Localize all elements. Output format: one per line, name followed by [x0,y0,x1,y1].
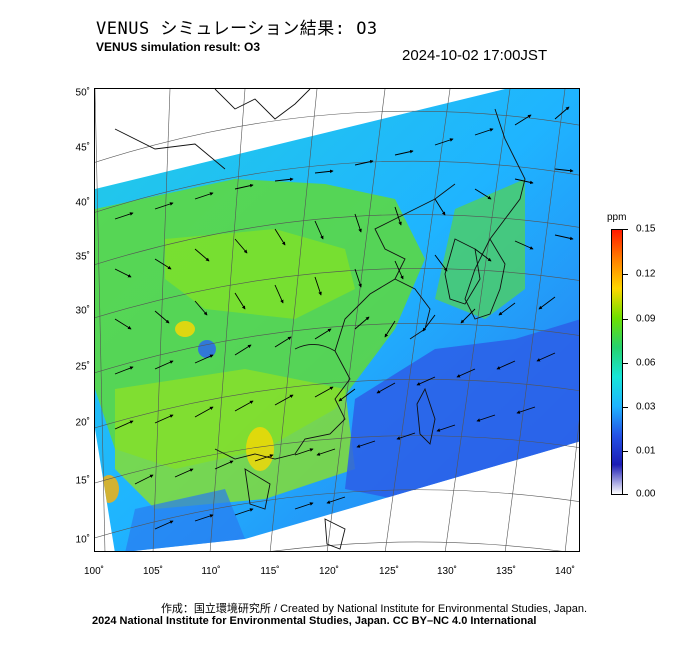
o3-map [94,88,580,552]
lon-tick-label: 140˚ [554,566,576,577]
lat-tick-label: 30˚ [75,305,90,317]
lat-tick-label: 40˚ [75,197,90,209]
title-japanese: VENUS シミュレーション結果: O3 [96,19,378,39]
lon-tick-label: 115˚ [260,566,280,577]
lat-tick-label: 45˚ [75,142,90,154]
o3-low-pacific [345,319,579,499]
lat-tick-label: 20˚ [75,417,90,429]
lon-tick-label: 130˚ [436,566,458,577]
colorbar [611,229,623,495]
lon-tick-label: 120˚ [318,566,340,577]
title-english: VENUS simulation result: O3 [96,40,261,54]
lat-tick-label: 15˚ [75,475,90,487]
colorbar-label: 0.01 [636,445,656,457]
lat-tick-label: 25˚ [75,361,90,373]
lat-tick-label: 50˚ [75,87,90,99]
colorbar-tick [623,494,628,495]
colorbar-tick [623,363,628,364]
credit-line-2: 2024 National Institute for Environmenta… [92,615,537,627]
colorbar-label: 0.09 [636,313,656,325]
lon-tick-label: 100˚ [83,566,105,577]
o3-field-korea-japan [435,179,525,319]
wind-vectors [114,106,574,530]
colorbar-unit: ppm [607,212,627,223]
colorbar-label: 0.06 [636,357,656,369]
colorbar-label: 0.03 [636,401,656,413]
coastlines [114,89,526,550]
lon-tick-label: 105˚ [142,566,164,577]
colorbar-tick [623,451,628,452]
colorbar-label: 0.12 [636,268,656,280]
colorbar-label: 0.15 [636,223,656,235]
lat-tick-label: 35˚ [75,251,90,263]
colorbar-tick [623,319,628,320]
colorbar-tick [623,229,628,230]
forecast-timestamp: 2024-10-02 17:00JST [402,47,548,64]
o3-hotspot-guangxi [246,427,274,471]
lat-tick-label: 10˚ [75,534,90,546]
map-canvas [95,89,579,551]
colorbar-tick [623,274,628,275]
o3-field-south-china [115,369,355,509]
lon-tick-label: 135˚ [495,566,517,577]
o3-field-north-plain [165,229,355,319]
credit-line-1: 作成：国立環境研究所 / Created by National Institu… [160,603,588,615]
o3-lowspot-sichuan [198,340,216,358]
colorbar-label: 0.00 [636,488,656,500]
o3-hotspot-yunnan [175,321,195,337]
lon-tick-label: 125˚ [378,566,400,577]
lon-tick-label: 110˚ [201,566,221,577]
colorbar-tick [623,407,628,408]
